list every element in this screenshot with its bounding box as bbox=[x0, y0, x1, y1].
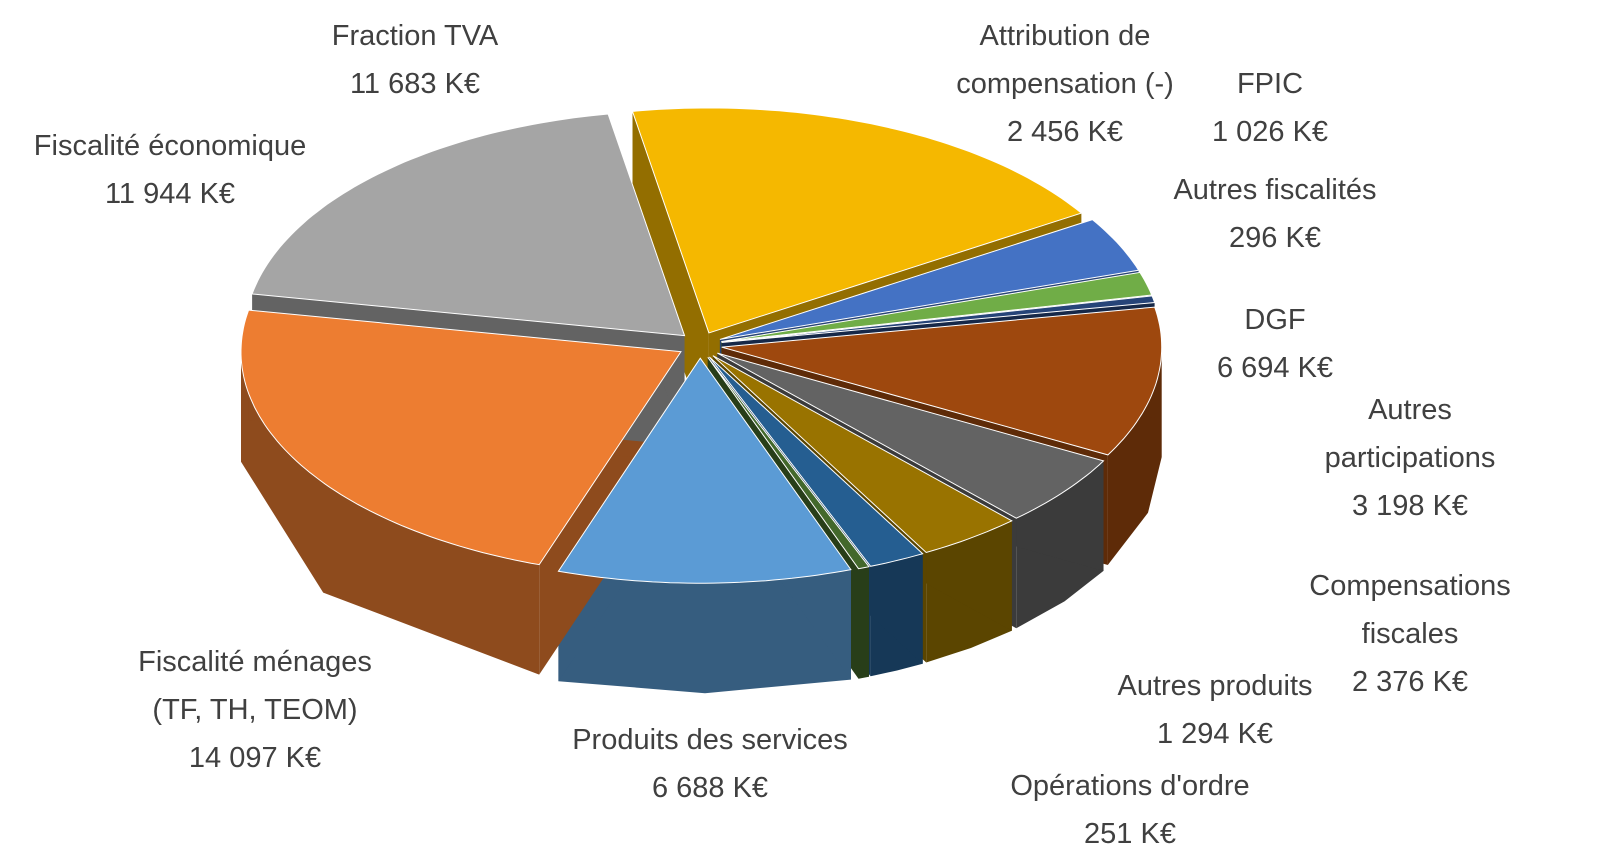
category-label: Autres produits bbox=[1117, 670, 1313, 702]
data-label: Opérations d'ordre 251 K€ bbox=[1010, 762, 1249, 858]
category-label: Opérations d'ordre bbox=[1010, 770, 1250, 802]
value-label: 2 376 K€ bbox=[1351, 666, 1469, 698]
category-label: Autres fiscalités bbox=[1173, 174, 1377, 206]
category-label: FPIC bbox=[1236, 68, 1304, 100]
slice bbox=[240, 309, 682, 566]
value-label: 14 097 K€ bbox=[188, 742, 322, 774]
slice bbox=[708, 356, 924, 567]
data-label: Autres participations 3 198 K€ bbox=[1312, 386, 1508, 530]
data-label: Produits des services 6 688 K€ bbox=[572, 716, 848, 812]
category-label: Fiscalité ménages (TF, TH, TEOM) bbox=[138, 646, 372, 726]
category-label: DGF bbox=[1244, 304, 1306, 336]
data-label: Fiscalité économique 11 944 K€ bbox=[34, 122, 306, 218]
value-label: 11 683 K€ bbox=[349, 68, 481, 100]
slice bbox=[717, 352, 1105, 519]
slice-wall bbox=[1107, 347, 1162, 565]
slice bbox=[557, 357, 852, 584]
slice-edge bbox=[632, 111, 709, 443]
slice-wall bbox=[241, 351, 540, 675]
value-label: 1 026 K€ bbox=[1211, 116, 1329, 148]
slice bbox=[719, 219, 1140, 340]
slice bbox=[721, 271, 1153, 343]
value-label: 6 694 K€ bbox=[1216, 352, 1334, 384]
value-label: 11 944 K€ bbox=[104, 178, 236, 210]
data-label: Autres fiscalités 296 K€ bbox=[1173, 166, 1376, 262]
category-label: Fiscalité économique bbox=[33, 130, 307, 162]
value-label: 2 456 K€ bbox=[1006, 116, 1124, 148]
slice bbox=[251, 113, 686, 337]
data-label: Attribution de compensation (-) 2 456 K€ bbox=[956, 12, 1174, 156]
value-label: 6 688 K€ bbox=[651, 772, 769, 804]
data-label: Compensations fiscales 2 376 K€ bbox=[1309, 562, 1511, 706]
slice-wall bbox=[558, 569, 851, 694]
category-label: Fraction TVA bbox=[331, 20, 499, 52]
data-label: DGF 6 694 K€ bbox=[1217, 296, 1333, 392]
tops bbox=[240, 107, 1163, 584]
data-label: Fiscalité ménages (TF, TH, TEOM) 14 097 K… bbox=[138, 638, 372, 782]
slice bbox=[707, 357, 870, 570]
category-label: Compensations fiscales bbox=[1309, 570, 1511, 650]
slice bbox=[721, 306, 1163, 456]
category-label: Autres participations bbox=[1324, 394, 1496, 474]
value-label: 1 294 K€ bbox=[1156, 718, 1274, 750]
value-label: 251 K€ bbox=[1084, 818, 1176, 850]
slice bbox=[712, 355, 1013, 554]
slice bbox=[721, 295, 1156, 343]
value-label: 3 198 K€ bbox=[1351, 490, 1469, 522]
slice bbox=[631, 107, 1083, 334]
data-label: FPIC 1 026 K€ bbox=[1212, 60, 1328, 156]
data-label: Autres produits 1 294 K€ bbox=[1117, 662, 1312, 758]
data-label: Fraction TVA 11 683 K€ bbox=[332, 12, 499, 108]
category-label: Attribution de compensation (-) bbox=[956, 20, 1174, 100]
category-label: Produits des services bbox=[572, 724, 848, 756]
value-label: 296 K€ bbox=[1229, 222, 1321, 254]
